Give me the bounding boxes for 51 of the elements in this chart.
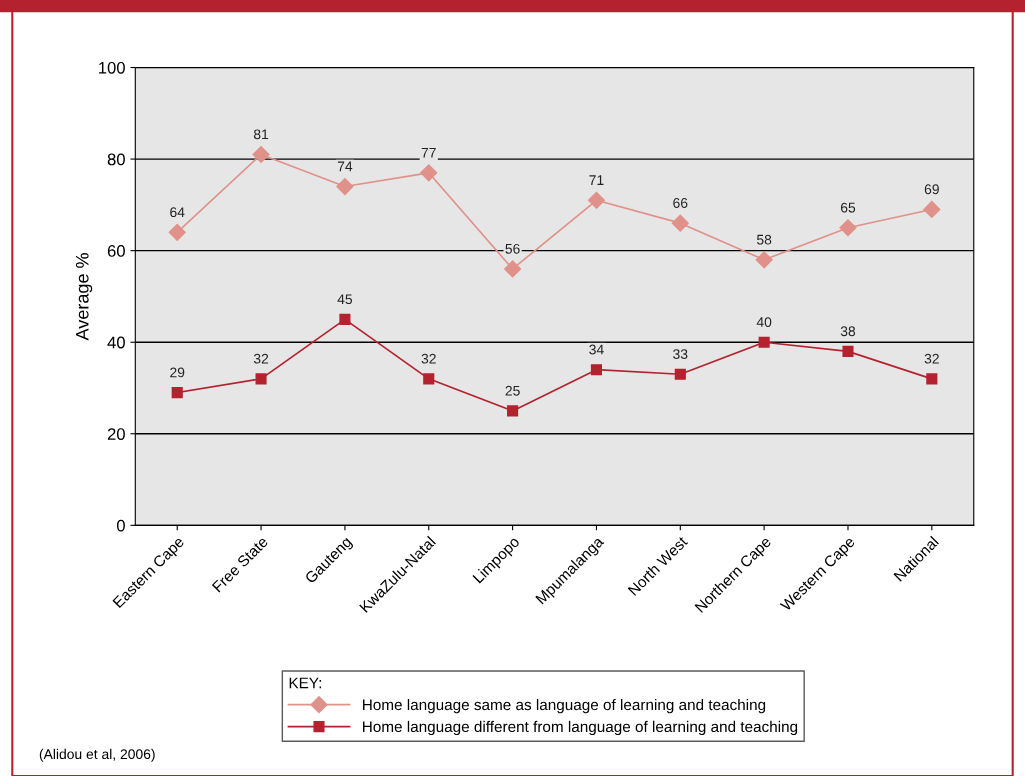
data-label: 77 xyxy=(421,147,436,158)
point xyxy=(671,214,689,232)
point xyxy=(590,364,603,376)
data-label: 71 xyxy=(589,175,604,185)
point xyxy=(926,373,938,385)
y-tick-label: 20 xyxy=(107,428,125,440)
data-label: 32 xyxy=(253,353,269,364)
data-label: 38 xyxy=(840,326,856,337)
point xyxy=(587,191,605,209)
data-label: 81 xyxy=(253,129,269,140)
data-label: 65 xyxy=(840,202,856,213)
data-label: 29 xyxy=(170,367,185,378)
data-label: 25 xyxy=(505,385,520,396)
point xyxy=(420,164,438,182)
point xyxy=(758,336,770,348)
point xyxy=(842,345,854,357)
data-label: 34 xyxy=(589,344,604,355)
data-label: 45 xyxy=(337,294,353,305)
data-label: 66 xyxy=(673,198,688,208)
y-tick-label: 0 xyxy=(116,519,125,532)
point xyxy=(504,260,522,278)
data-label: 74 xyxy=(337,161,353,172)
point xyxy=(255,373,267,385)
y-tick-label: 60 xyxy=(107,245,125,257)
point xyxy=(252,145,270,164)
point xyxy=(507,405,519,417)
data-label: 32 xyxy=(421,353,436,364)
point xyxy=(168,223,186,241)
data-label: 32 xyxy=(924,353,939,364)
point xyxy=(423,373,435,385)
y-tick-label: 80 xyxy=(107,153,125,166)
text: (Alidou et al, 2006) xyxy=(39,748,155,762)
point xyxy=(755,251,773,269)
y-tick-label: 100 xyxy=(99,61,125,74)
legend-label: Home language different from language of learning and teaching xyxy=(363,720,798,736)
y-axis-title: Average % xyxy=(75,253,93,341)
point xyxy=(171,387,183,399)
y-tick-label: 40 xyxy=(107,336,125,349)
point xyxy=(839,219,857,237)
legend-label: Home language same as language of learning and teaching xyxy=(363,698,766,714)
data-label: 40 xyxy=(756,317,772,327)
data-label: 58 xyxy=(756,234,772,245)
point xyxy=(674,368,686,380)
point xyxy=(923,200,941,218)
legend-title: KEY: xyxy=(289,677,322,689)
point xyxy=(336,177,354,196)
data-label: 64 xyxy=(170,207,185,218)
point xyxy=(339,313,351,325)
data-label: 56 xyxy=(505,243,520,254)
data-label: 69 xyxy=(924,184,939,195)
data-label: 33 xyxy=(673,349,688,360)
